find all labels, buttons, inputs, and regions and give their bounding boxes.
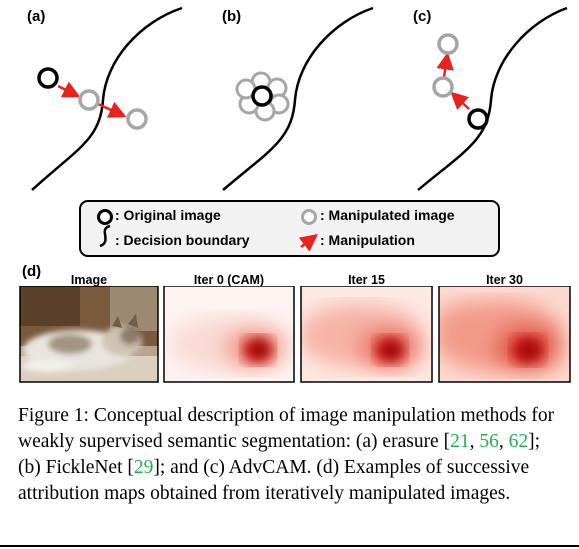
legend-manipulation-icon — [298, 233, 318, 252]
manipulation-arrow-a1 — [57, 81, 81, 98]
attribution-map-iter30 — [439, 286, 570, 382]
legend-boundary-label: : Decision boundary — [115, 232, 250, 248]
original-image-c — [467, 108, 489, 130]
manipulation-arrow-c2 — [436, 52, 454, 78]
decision-boundary-b — [222, 6, 374, 191]
legend-manipulation-label: : Manipulation — [320, 232, 415, 248]
manipulation-arrow-c1 — [450, 91, 470, 110]
panel-label-c: (c) — [413, 8, 432, 25]
caption-ref-56[interactable]: 56 — [479, 431, 499, 452]
legend-boundary-icon — [99, 224, 111, 248]
manipulated-image-c1 — [432, 76, 454, 98]
legend-original-icon — [97, 209, 113, 225]
panel-label-a: (a) — [27, 8, 46, 25]
original-image-a — [37, 67, 59, 89]
legend-symbols — [97, 209, 318, 252]
caption-ref-21[interactable]: 21 — [450, 431, 470, 452]
cat-photo — [20, 286, 158, 382]
decision-boundary-a — [31, 6, 183, 191]
legend-manipulated-icon — [301, 209, 317, 225]
decision-boundary-c — [417, 6, 568, 191]
caption-mid1: ]; (b) FickleNet [ — [18, 431, 541, 478]
legend: : Original image : Manipulated image : D… — [79, 200, 500, 257]
manipulated-image-a2 — [126, 108, 148, 130]
caption-sep2: , — [498, 431, 509, 452]
caption-prefix: Figure 1: Conceptual description of imag… — [18, 405, 555, 452]
title-iter0: Iter 0 (CAM) — [193, 273, 265, 287]
title-iter30: Iter 30 — [486, 273, 523, 287]
manipulated-image-c2 — [437, 33, 459, 55]
legend-original-label: : Original image — [115, 207, 221, 223]
legend-manipulated-label: : Manipulated image — [320, 207, 455, 223]
figure-caption: Figure 1: Conceptual description of imag… — [18, 403, 563, 507]
bottom-rule — [0, 545, 579, 547]
panel-label-d: (d) — [22, 263, 42, 280]
caption-ref-62[interactable]: 62 — [508, 431, 529, 452]
attribution-maps — [19, 286, 571, 383]
caption-sep1: , — [469, 431, 480, 452]
original-image-b — [251, 85, 273, 107]
title-image: Image — [70, 273, 108, 287]
manipulated-image-a1 — [78, 89, 100, 111]
attribution-map-iter0 — [164, 286, 294, 382]
attribution-map-iter15 — [301, 286, 432, 382]
title-iter15: Iter 15 — [348, 273, 385, 287]
caption-mid2: ]; and (c) AdvCAM. (d) Examples of succe… — [18, 457, 530, 504]
manipulation-arrow-a2 — [97, 101, 127, 118]
caption-ref-29[interactable]: 29 — [133, 457, 154, 478]
panel-label-b: (b) — [222, 8, 242, 25]
manipulation-diagrams — [31, 6, 568, 191]
